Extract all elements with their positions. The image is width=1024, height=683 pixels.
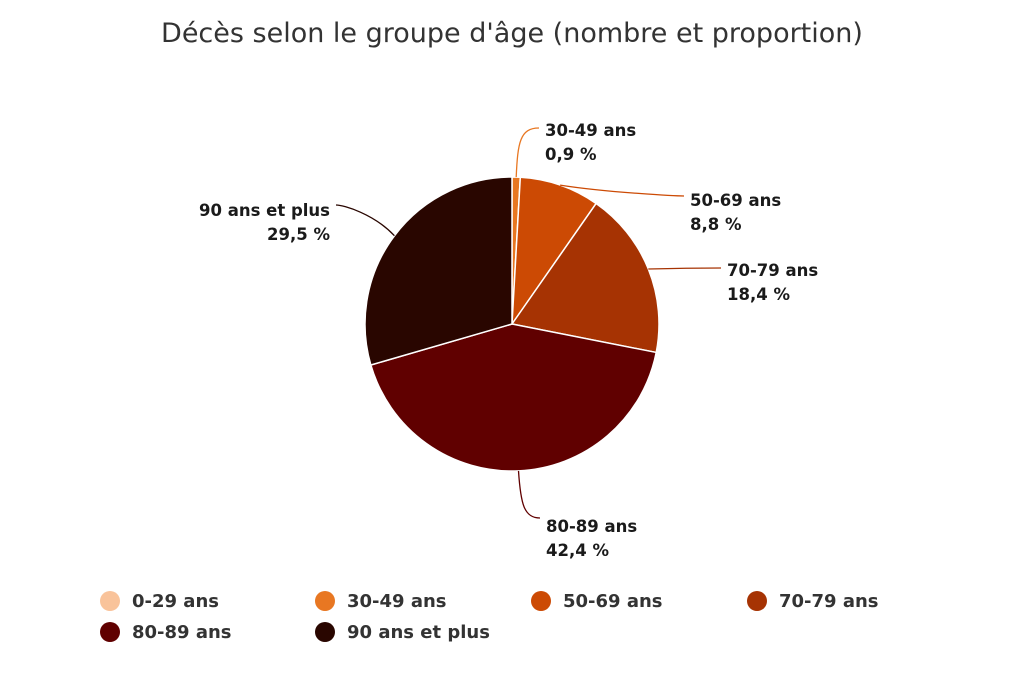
- legend-label: 90 ans et plus: [347, 622, 490, 643]
- data-labels: 30-49 ans 0,9 % 50-69 ans 8,8 % 70-79 ans 18,…: [199, 121, 818, 560]
- data-label-name-80-89-ans: 80-89 ans: [546, 517, 637, 536]
- data-label-name-70-79-ans: 70-79 ans: [727, 261, 818, 280]
- legend-swatch: [315, 591, 335, 611]
- data-label-value-30-49-ans: 0,9 %: [545, 145, 597, 164]
- connector-50-69-ans: [559, 184, 685, 197]
- legend-label: 80-89 ans: [132, 622, 232, 643]
- connector-30-49-ans: [515, 127, 540, 178]
- legend-item-30-49-ans[interactable]: 30-49 ans: [315, 591, 447, 612]
- data-label-value-70-79-ans: 18,4 %: [727, 285, 790, 304]
- data-label-name-50-69-ans: 50-69 ans: [690, 191, 781, 210]
- chart-title: Décès selon le groupe d'âge (nombre et p…: [161, 18, 863, 49]
- pie-slice-90-ans-et-plus[interactable]: [364, 176, 513, 366]
- connector-80-89-ans: [517, 470, 541, 519]
- connector-90-ans-et-plus: [335, 204, 395, 237]
- legend-item-70-79-ans[interactable]: 70-79 ans: [747, 591, 879, 612]
- pie-slice-50-69-ans[interactable]: [511, 176, 598, 327]
- legend-label: 70-79 ans: [779, 591, 879, 612]
- legend-swatch: [100, 622, 120, 642]
- legend-item-90-ans-et-plus[interactable]: 90 ans et plus: [315, 622, 490, 643]
- data-label-value-80-89-ans: 42,4 %: [546, 541, 609, 560]
- data-label-name-90-ans-et-plus: 90 ans et plus: [199, 201, 330, 220]
- legend-swatch: [100, 591, 120, 611]
- pie-slice-80-89-ans[interactable]: [369, 323, 658, 472]
- legend-swatch: [747, 591, 767, 611]
- pie-slice-70-79-ans[interactable]: [510, 202, 660, 354]
- label-connectors: [335, 127, 722, 519]
- legend-item-0-29-ans[interactable]: 0-29 ans: [100, 591, 219, 612]
- legend-label: 30-49 ans: [347, 591, 447, 612]
- legend-item-50-69-ans[interactable]: 50-69 ans: [531, 591, 663, 612]
- legend-item-80-89-ans[interactable]: 80-89 ans: [100, 622, 232, 643]
- legend-swatch: [531, 591, 551, 611]
- pie-slices: [364, 176, 660, 472]
- legend-label: 0-29 ans: [132, 591, 219, 612]
- data-label-name-30-49-ans: 30-49 ans: [545, 121, 636, 140]
- connector-70-79-ans: [648, 267, 722, 270]
- data-label-value-90-ans-et-plus: 29,5 %: [267, 225, 330, 244]
- legend-label: 50-69 ans: [563, 591, 663, 612]
- data-label-value-50-69-ans: 8,8 %: [690, 215, 742, 234]
- legend-swatch: [315, 622, 335, 642]
- legend: 0-29 ans 30-49 ans 50-69 ans 70-79 ans 80-89…: [100, 591, 879, 643]
